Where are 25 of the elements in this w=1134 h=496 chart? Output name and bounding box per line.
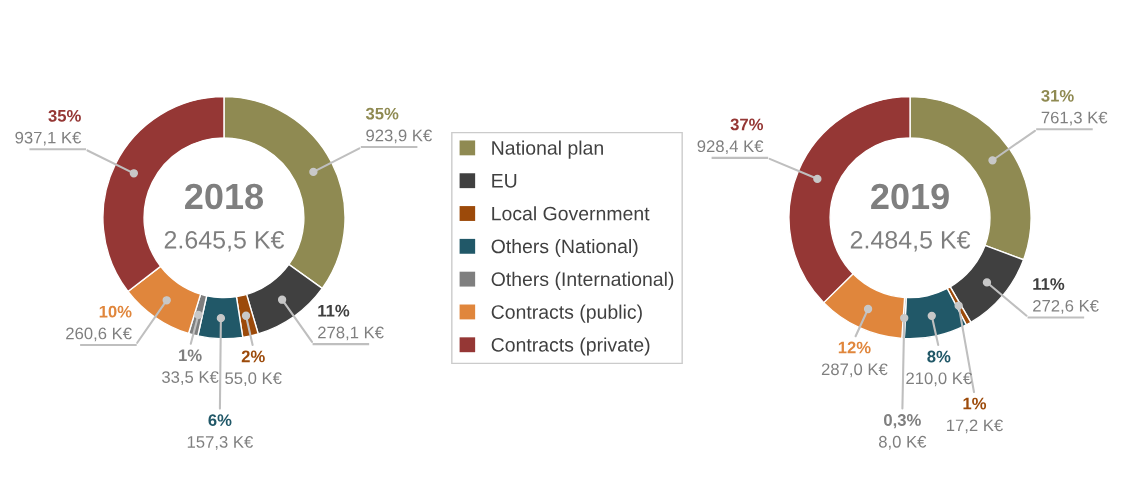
data-label: 12% 287,0 K€	[821, 341, 888, 378]
data-label: 37% 928,4 K€	[697, 118, 764, 155]
data-label: 11% 278,1 K€	[318, 304, 384, 341]
legend-label: Others (International)	[491, 271, 674, 290]
text: 2019	[871, 183, 949, 210]
data-label: 10% 260,6 K€	[66, 305, 132, 342]
legend-label: National plan	[492, 140, 603, 159]
legend-label: Contracts (public)	[491, 304, 642, 323]
data-label: 1% 17,2 K€	[947, 397, 1003, 434]
data-label: 2% 55,0 K€	[225, 350, 282, 387]
legend-label: Local Government	[492, 206, 650, 221]
data-label: 35% 937,1 K€	[15, 109, 82, 146]
text: 2018	[185, 183, 264, 210]
data-label: 1% 33,5 K€	[162, 349, 219, 385]
legend-label: EU	[492, 174, 517, 188]
legend-label: Contracts (private)	[491, 337, 650, 356]
data-label: 0,3% 8,0 K€	[878, 414, 927, 450]
data-label: 35% 923,9 K€	[365, 107, 432, 144]
data-label: 31% 761,3 K€	[1041, 89, 1108, 126]
data-label: 11% 272,6 K€	[1033, 278, 1099, 314]
data-label: 8% 210,0 K€	[906, 350, 972, 387]
text: 2.645,5 K€	[164, 230, 285, 252]
data-label: 6% 157,3 K€	[187, 414, 254, 450]
text: 2.484,5 K€	[850, 230, 971, 252]
legend-label: Others (National)	[491, 238, 638, 258]
